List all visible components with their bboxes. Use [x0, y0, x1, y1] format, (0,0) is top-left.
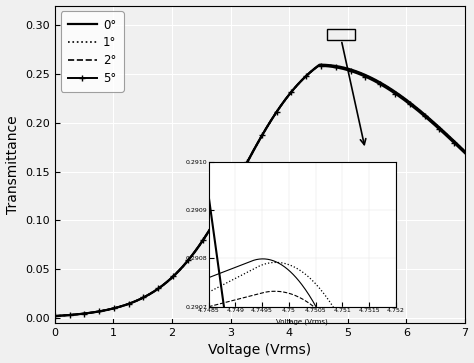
2°: [453, 142, 459, 146]
0°: [389, 87, 394, 92]
5°: [316, 64, 321, 68]
0°: [453, 140, 459, 145]
1°: [389, 87, 394, 92]
Bar: [327, 29, 356, 40]
1°: [462, 149, 468, 154]
5°: [453, 143, 459, 147]
2°: [274, 110, 280, 114]
0°: [249, 151, 255, 156]
1°: [318, 63, 323, 67]
2°: [246, 155, 252, 160]
Legend: 0°, 1°, 2°, 5°: 0°, 1°, 2°, 5°: [61, 12, 124, 92]
0°: [52, 314, 57, 318]
2°: [317, 63, 322, 68]
5°: [249, 151, 255, 155]
Line: 5°: 5°: [51, 62, 468, 319]
1°: [274, 110, 280, 114]
0°: [296, 81, 301, 85]
2°: [296, 81, 301, 85]
2°: [52, 314, 57, 318]
1°: [453, 140, 459, 145]
2°: [462, 150, 468, 154]
5°: [52, 314, 57, 318]
0°: [246, 156, 252, 160]
5°: [246, 155, 252, 160]
Line: 0°: 0°: [55, 65, 465, 316]
X-axis label: Voltage (Vrms): Voltage (Vrms): [276, 319, 328, 325]
0°: [318, 62, 323, 67]
2°: [389, 88, 394, 93]
Line: 2°: 2°: [55, 65, 465, 316]
5°: [274, 110, 280, 114]
5°: [462, 151, 468, 155]
0°: [274, 110, 280, 114]
Y-axis label: Transmittance: Transmittance: [6, 115, 19, 213]
5°: [389, 89, 394, 94]
Line: 1°: 1°: [55, 65, 465, 316]
5°: [296, 81, 301, 86]
0°: [462, 149, 468, 154]
1°: [246, 156, 252, 160]
2°: [249, 151, 255, 155]
1°: [296, 81, 301, 86]
X-axis label: Voltage (Vrms): Voltage (Vrms): [208, 343, 311, 358]
1°: [52, 314, 57, 318]
1°: [249, 151, 255, 156]
